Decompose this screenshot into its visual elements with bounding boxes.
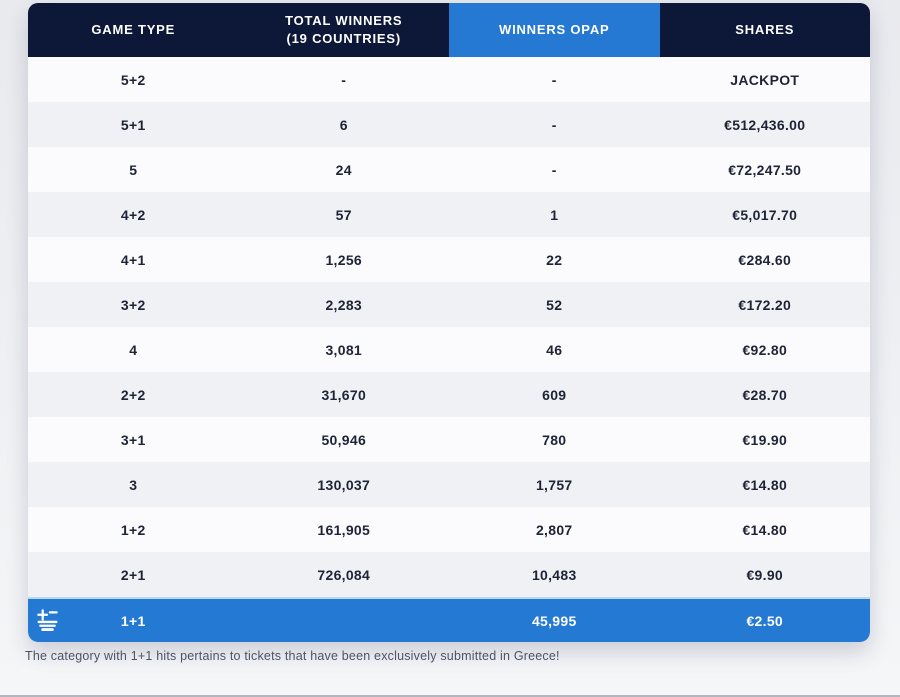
cell-shares: €5,017.70	[732, 206, 798, 223]
table-row: 1+2 161,905 2,807 €14.80	[28, 507, 870, 552]
cell-game-type: 3	[129, 476, 138, 493]
cell-total-winners	[239, 599, 450, 642]
cell-shares: €512,436.00	[724, 116, 806, 133]
cell-winners-opap: 52	[546, 296, 563, 313]
cell-game-type: 1+2	[120, 521, 146, 538]
cell-shares: €28.70	[742, 386, 788, 403]
footnote-text: The category with 1+1 hits pertains to t…	[25, 649, 560, 663]
cell-shares: JACKPOT	[730, 71, 800, 88]
cell-winners-opap: 780	[542, 431, 567, 448]
cell-total-winners: 31,670	[321, 386, 367, 403]
table-row-greece-only: 1+1 45,995 €2.50	[28, 597, 870, 642]
cell-game-type: 4	[129, 341, 138, 358]
cell-winners-opap: 22	[546, 251, 563, 268]
table-row: 4+1 1,256 22 €284.60	[28, 237, 870, 282]
cell-total-winners: 24	[335, 161, 352, 178]
column-header-total-winners: TOTAL WINNERS (19 COUNTRIES)	[285, 13, 403, 46]
cell-total-winners: 50,946	[321, 431, 367, 448]
cell-shares: €92.80	[742, 341, 788, 358]
table-header: GAME TYPE TOTAL WINNERS (19 COUNTRIES) W…	[28, 3, 870, 57]
cell-game-type: 4+1	[120, 251, 146, 268]
cell-total-winners: 2,283	[325, 296, 363, 313]
cell-winners-opap: 609	[542, 386, 567, 403]
cell-winners-opap: 46	[546, 341, 563, 358]
table-row: 5+2 - - JACKPOT	[28, 57, 870, 102]
cell-winners-opap: 10,483	[531, 566, 577, 583]
cell-winners-opap: -	[551, 116, 557, 133]
cell-winners-opap: 45,995	[531, 612, 577, 629]
cell-game-type: 5	[129, 161, 138, 178]
table-row: 3+2 2,283 52 €172.20	[28, 282, 870, 327]
cell-game-type: 3+1	[120, 431, 146, 448]
cell-game-type: 2+2	[120, 386, 146, 403]
cell-shares: €9.90	[746, 566, 784, 583]
cell-winners-opap: 1	[550, 206, 559, 223]
cell-total-winners: 1,256	[325, 251, 363, 268]
cell-total-winners: 130,037	[317, 476, 371, 493]
cell-total-winners: -	[341, 71, 347, 88]
greek-flag-icon	[35, 608, 59, 634]
table-row: 2+2 31,670 609 €28.70	[28, 372, 870, 417]
table-row: 3 130,037 1,757 €14.80	[28, 462, 870, 507]
cell-total-winners: 3,081	[325, 341, 363, 358]
table-row: 4+2 57 1 €5,017.70	[28, 192, 870, 237]
cell-shares: €2.50	[746, 612, 784, 629]
results-table: GAME TYPE TOTAL WINNERS (19 COUNTRIES) W…	[28, 3, 870, 642]
column-header-shares: SHARES	[735, 22, 795, 38]
column-header-winners-opap: WINNERS OPAP	[449, 3, 660, 57]
cell-total-winners: 57	[335, 206, 352, 223]
cell-game-type: 4+2	[120, 206, 146, 223]
cell-shares: €72,247.50	[728, 161, 802, 178]
cell-shares: €284.60	[738, 251, 792, 268]
table-body: 5+2 - - JACKPOT 5+1 6 - €512,436.00 5 24…	[28, 57, 870, 642]
cell-shares: €14.80	[742, 521, 788, 538]
cell-shares: €172.20	[738, 296, 792, 313]
table-row: 4 3,081 46 €92.80	[28, 327, 870, 372]
cell-game-type: 5+2	[120, 71, 146, 88]
cell-shares: €14.80	[742, 476, 788, 493]
cell-total-winners: 161,905	[317, 521, 371, 538]
cell-game-type: 3+2	[120, 296, 146, 313]
cell-total-winners: 6	[339, 116, 348, 133]
cell-winners-opap: 2,807	[535, 521, 573, 538]
cell-game-type: 1+1	[120, 612, 146, 629]
cell-game-type: 5+1	[120, 116, 146, 133]
table-row: 2+1 726,084 10,483 €9.90	[28, 552, 870, 597]
cell-game-type: 2+1	[120, 566, 146, 583]
cell-winners-opap: -	[551, 161, 557, 178]
table-row: 5+1 6 - €512,436.00	[28, 102, 870, 147]
cell-winners-opap: -	[551, 71, 557, 88]
column-header-game-type: GAME TYPE	[91, 22, 176, 38]
cell-shares: €19.90	[742, 431, 788, 448]
table-row: 5 24 - €72,247.50	[28, 147, 870, 192]
cell-winners-opap: 1,757	[535, 476, 573, 493]
table-row: 3+1 50,946 780 €19.90	[28, 417, 870, 462]
cell-total-winners: 726,084	[317, 566, 371, 583]
